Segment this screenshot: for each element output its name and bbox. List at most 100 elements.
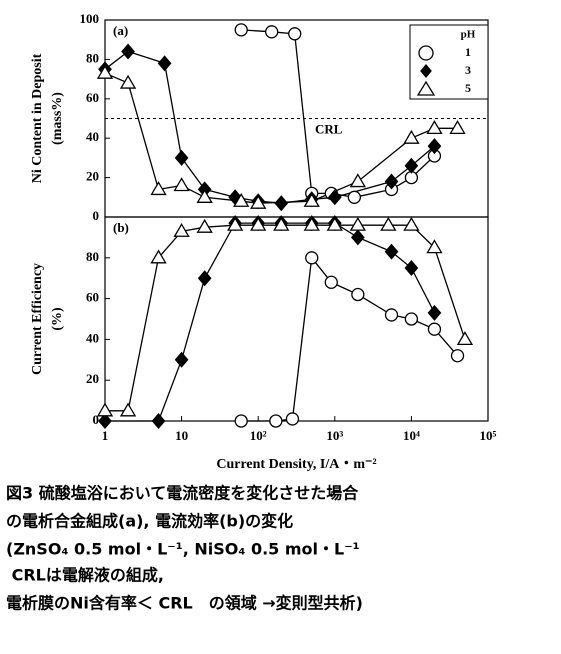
marker [174,149,189,166]
y-axis-label: (%) [50,307,65,331]
marker [305,251,319,265]
legend-label: 5 [465,81,471,95]
marker [324,275,338,289]
legend-marker [418,45,434,61]
marker [274,195,289,212]
marker [150,249,167,264]
marker [233,192,250,207]
caption-line: 電析膜のNi含有率＜ CRL の領域 →変則型共析) [6,594,363,613]
y-axis-label: Ni Content in Deposit [30,53,45,183]
marker [285,412,300,426]
y-tick-label: 60 [86,90,99,105]
marker [427,304,442,321]
x-tick-label: 10³ [326,428,343,443]
y-tick-label: 60 [86,290,99,305]
marker [150,181,167,196]
marker [288,27,302,41]
legend-box [409,24,489,100]
marker [273,216,290,231]
marker [351,229,365,246]
reference-label: CRL [315,121,343,136]
marker [157,55,172,72]
y-tick-label: 20 [86,371,99,386]
marker [327,189,342,206]
marker [119,402,137,417]
marker [98,413,112,429]
x-axis-label: Current Density, I/A・m⁻² [216,457,376,472]
marker [347,190,362,204]
marker [426,120,443,135]
legend-label: 3 [465,63,471,77]
marker [349,216,366,231]
marker [404,312,419,326]
legend-title: pH [461,29,476,41]
legend-marker [420,63,432,79]
caption-line: CRLは電解液の組成, [6,566,164,585]
marker [227,216,244,231]
marker [384,308,399,322]
marker [96,64,114,79]
marker [96,402,114,417]
y-tick-label: 0 [93,412,100,427]
legend-label: 1 [465,45,471,59]
x-tick-label: 10² [250,428,267,443]
marker [119,74,137,89]
marker [173,222,190,237]
marker [269,414,283,428]
marker [151,413,166,429]
marker [403,129,420,144]
y-tick-label: 20 [86,169,99,184]
caption-line: (ZnSO₄ 0.5 mol・L⁻¹, NiSO₄ 0.5 mol・L⁻¹ [6,540,360,559]
marker [121,43,135,60]
marker [196,189,213,203]
marker [380,216,397,231]
y-tick-label: 100 [80,11,100,26]
panel-label: (a) [113,23,128,38]
marker [351,287,365,302]
caption-line: の電析合金組成(a), 電流効率(b)の変化 [6,512,293,531]
marker [349,173,366,188]
marker [404,260,419,276]
series-line [241,29,435,198]
marker [234,23,248,37]
marker [426,239,443,254]
marker [250,216,267,231]
y-tick-label: 40 [86,129,99,144]
series-line [104,50,435,204]
marker [427,322,442,336]
y-tick-label: 80 [86,50,99,65]
x-tick-label: 10⁴ [403,428,420,443]
x-tick-label: 10 [175,428,188,443]
marker [173,177,190,192]
marker [326,216,343,231]
marker [450,349,465,363]
y-axis-label: (mass%) [50,92,65,145]
marker [403,216,420,231]
y-tick-label: 0 [93,208,100,223]
marker [196,218,213,233]
marker [384,243,399,260]
series-line [105,222,436,422]
marker [197,270,212,287]
marker [174,351,189,368]
legend-marker [416,80,436,96]
marker [234,414,248,428]
marker [250,194,267,209]
y-tick-label: 80 [86,249,99,264]
marker [456,331,474,346]
x-tick-label: 1 [102,428,109,443]
y-tick-label: 40 [86,330,99,345]
caption-line: 図3 硫酸塩浴において電流密度を変化させた場合 [6,484,359,503]
marker [303,192,320,207]
marker [265,25,279,39]
x-tick-label: 10⁵ [480,428,497,443]
marker [427,138,442,155]
panel-label: (b) [113,220,129,235]
marker [303,216,320,231]
marker [404,157,419,174]
y-axis-label: Current Efficiency [30,263,45,375]
marker [449,120,466,135]
marker [384,173,399,190]
series-line [241,256,458,422]
